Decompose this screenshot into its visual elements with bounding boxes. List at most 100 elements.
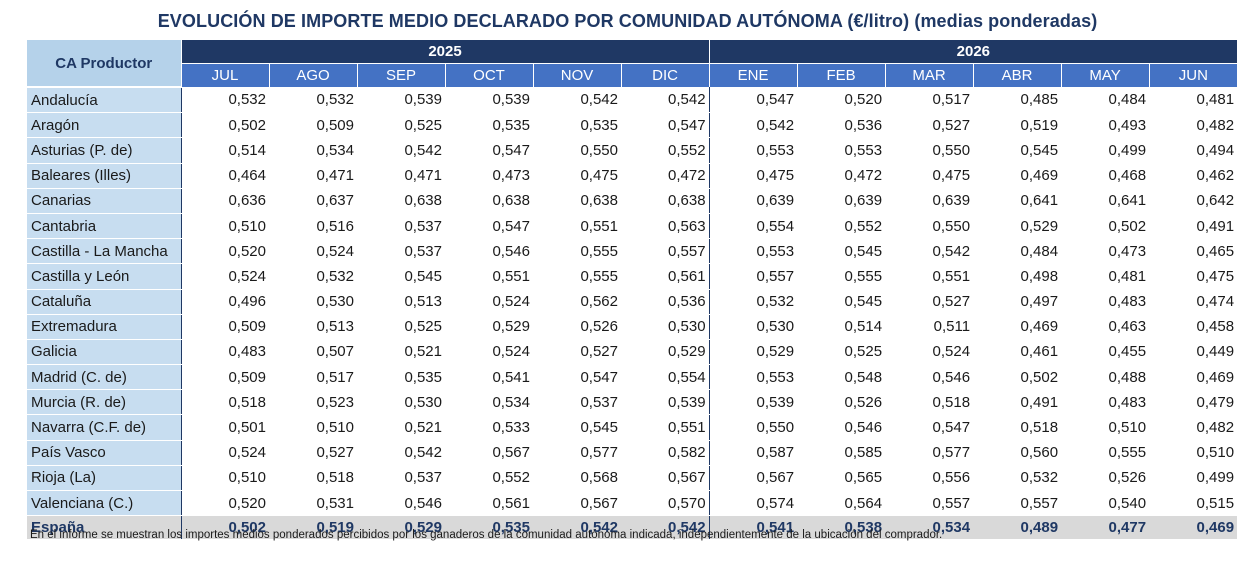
price-cell: 0,472 xyxy=(621,163,710,189)
price-cell: 0,560 xyxy=(973,440,1062,466)
price-cell: 0,574 xyxy=(708,490,798,517)
price-cell: 0,517 xyxy=(269,364,357,391)
price-cell: 0,546 xyxy=(797,414,886,441)
price-cell: 0,520 xyxy=(180,238,269,265)
price-cell: 0,555 xyxy=(797,263,886,290)
price-cell: 0,514 xyxy=(797,314,886,340)
month-header: AGO xyxy=(268,63,357,87)
price-cell: 0,462 xyxy=(1149,163,1238,189)
price-cell: 0,469 xyxy=(973,314,1062,340)
table-row: Cataluña 0,496 0,530 0,513 0,524 0,562 0,536 0,… xyxy=(27,289,1238,315)
price-cell: 0,553 xyxy=(708,137,798,164)
month-header: DIC xyxy=(620,63,710,87)
price-cell: 0,548 xyxy=(797,364,886,391)
region-name: Aragón xyxy=(27,112,181,139)
price-table: CA Productor 2025 2026 JUL AGO SEP OCT N… xyxy=(27,40,1238,540)
month-header: ENE xyxy=(708,63,798,87)
price-cell: 0,567 xyxy=(621,465,710,492)
price-cell: 0,502 xyxy=(180,515,269,540)
price-cell: 0,475 xyxy=(533,163,621,189)
price-cell: 0,542 xyxy=(885,238,974,265)
price-cell: 0,534 xyxy=(269,137,357,164)
price-cell: 0,537 xyxy=(357,465,445,492)
price-cell: 0,555 xyxy=(533,238,621,265)
price-cell: 0,542 xyxy=(621,515,710,540)
table-row: Murcia (R. de) 0,518 0,523 0,530 0,534 0,537 0… xyxy=(27,389,1238,416)
price-cell: 0,479 xyxy=(1149,389,1238,416)
price-cell: 0,638 xyxy=(445,188,533,214)
price-cell: 0,518 xyxy=(885,389,974,416)
price-cell: 0,526 xyxy=(1061,465,1150,492)
price-cell: 0,535 xyxy=(445,112,533,139)
price-cell: 0,552 xyxy=(621,137,710,164)
price-cell: 0,520 xyxy=(797,87,886,114)
price-cell: 0,502 xyxy=(1061,213,1150,240)
price-cell: 0,484 xyxy=(973,238,1062,265)
price-cell: 0,570 xyxy=(621,490,710,517)
month-header: ABR xyxy=(972,63,1062,87)
price-cell: 0,511 xyxy=(885,314,974,340)
price-cell: 0,469 xyxy=(1149,364,1238,391)
price-cell: 0,527 xyxy=(885,289,974,315)
ca-productor-header: CA Productor xyxy=(27,40,181,88)
month-header: MAY xyxy=(1060,63,1150,87)
price-cell: 0,561 xyxy=(621,263,710,290)
price-cell: 0,550 xyxy=(885,137,974,164)
price-cell: 0,471 xyxy=(357,163,445,189)
table-body: Andalucía 0,532 0,532 0,539 0,539 0,542 0,542 0… xyxy=(27,87,1238,540)
table-row: Cantabria 0,510 0,516 0,537 0,547 0,551 0,563 0… xyxy=(27,213,1238,240)
price-cell: 0,481 xyxy=(1061,263,1150,290)
price-cell: 0,489 xyxy=(973,515,1062,540)
price-cell: 0,527 xyxy=(533,339,621,366)
price-cell: 0,539 xyxy=(708,389,798,416)
price-cell: 0,529 xyxy=(621,339,710,366)
price-cell: 0,510 xyxy=(180,213,269,240)
price-cell: 0,498 xyxy=(973,263,1062,290)
region-name: Cataluña xyxy=(27,289,181,315)
price-cell: 0,546 xyxy=(357,490,445,517)
price-cell: 0,491 xyxy=(973,389,1062,416)
price-cell: 0,636 xyxy=(180,188,269,214)
price-cell: 0,539 xyxy=(621,389,710,416)
price-cell: 0,484 xyxy=(1061,87,1150,114)
price-cell: 0,542 xyxy=(533,515,621,540)
price-cell: 0,641 xyxy=(973,188,1062,214)
price-cell: 0,542 xyxy=(357,440,445,466)
price-cell: 0,567 xyxy=(708,465,798,492)
price-cell: 0,472 xyxy=(797,163,886,189)
price-cell: 0,525 xyxy=(797,339,886,366)
price-cell: 0,526 xyxy=(533,314,621,340)
price-cell: 0,539 xyxy=(445,87,533,114)
price-cell: 0,524 xyxy=(445,339,533,366)
price-cell: 0,537 xyxy=(533,389,621,416)
price-cell: 0,458 xyxy=(1149,314,1238,340)
price-cell: 0,491 xyxy=(1149,213,1238,240)
price-cell: 0,554 xyxy=(621,364,710,391)
price-cell: 0,469 xyxy=(973,163,1062,189)
price-cell: 0,496 xyxy=(180,289,269,315)
price-cell: 0,536 xyxy=(621,289,710,315)
price-cell: 0,557 xyxy=(885,490,974,517)
price-cell: 0,455 xyxy=(1061,339,1150,366)
price-cell: 0,553 xyxy=(797,137,886,164)
region-name: Andalucía xyxy=(27,87,181,114)
total-row-label: España xyxy=(27,515,181,540)
price-cell: 0,509 xyxy=(180,314,269,340)
region-name: Rioja (La) xyxy=(27,465,181,492)
price-cell: 0,461 xyxy=(973,339,1062,366)
price-cell: 0,477 xyxy=(1061,515,1150,540)
price-cell: 0,499 xyxy=(1149,465,1238,492)
price-cell: 0,557 xyxy=(621,238,710,265)
price-cell: 0,524 xyxy=(885,339,974,366)
price-cell: 0,493 xyxy=(1061,112,1150,139)
price-cell: 0,537 xyxy=(357,213,445,240)
price-cell: 0,533 xyxy=(445,414,533,441)
price-cell: 0,494 xyxy=(1149,137,1238,164)
price-cell: 0,524 xyxy=(269,238,357,265)
price-cell: 0,547 xyxy=(445,213,533,240)
region-name: Baleares (Illes) xyxy=(27,163,181,189)
table-row: País Vasco 0,524 0,527 0,542 0,567 0,577 0,582… xyxy=(27,440,1238,466)
price-cell: 0,552 xyxy=(797,213,886,240)
price-cell: 0,525 xyxy=(357,314,445,340)
price-cell: 0,553 xyxy=(708,364,798,391)
